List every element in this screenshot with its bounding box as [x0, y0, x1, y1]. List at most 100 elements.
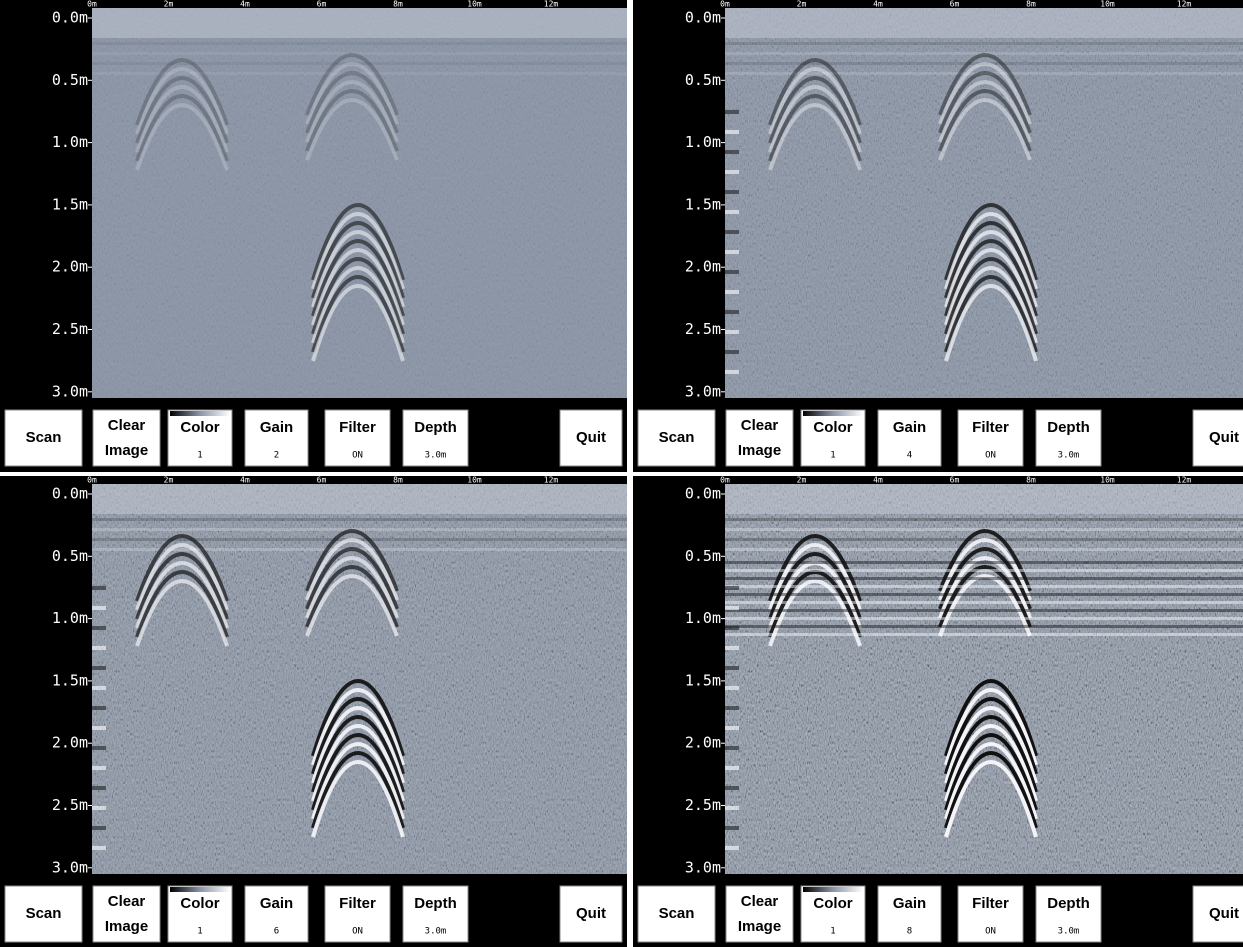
- button-value: ON: [352, 927, 363, 937]
- edge-mark: [725, 746, 739, 750]
- depth-label: 0.0m: [52, 9, 88, 27]
- depth-label: 2.0m: [685, 734, 721, 752]
- quit-button[interactable]: Quit: [560, 886, 622, 942]
- x-axis-label: 2m: [164, 0, 174, 9]
- clutter-band: [725, 577, 1243, 580]
- scan-button[interactable]: Scan: [5, 410, 82, 466]
- x-axis-label: 2m: [164, 476, 174, 485]
- x-axis-label: 6m: [950, 476, 960, 485]
- clutter-band: [725, 633, 1243, 636]
- button-label: Color: [180, 419, 219, 436]
- edge-mark: [725, 170, 739, 174]
- button-label: Scan: [26, 429, 62, 446]
- button-value: 1: [830, 927, 835, 937]
- scan-button[interactable]: Scan: [638, 886, 715, 942]
- button-value: 3.0m: [425, 451, 447, 461]
- filter-button[interactable]: Filter ON: [325, 886, 390, 942]
- x-axis-label: 10m: [1100, 476, 1115, 485]
- button-value: 4: [907, 451, 912, 461]
- button-label: Depth: [1047, 419, 1090, 436]
- filter-button[interactable]: Filter ON: [325, 410, 390, 466]
- scan-button[interactable]: Scan: [5, 886, 82, 942]
- depth-label: 2.5m: [685, 796, 721, 814]
- button-label: Filter: [339, 895, 376, 912]
- clutter-band: [725, 593, 1243, 596]
- button-label: Color: [180, 895, 219, 912]
- depth-label: 0.5m: [52, 71, 88, 89]
- edge-mark: [725, 686, 739, 690]
- button-value: ON: [352, 451, 363, 461]
- depth-label: 3.0m: [52, 382, 88, 400]
- edge-mark: [725, 706, 739, 710]
- clutter-band: [725, 585, 1243, 588]
- x-axis-label: 12m: [544, 0, 559, 9]
- x-axis-label: 12m: [1177, 476, 1192, 485]
- edge-mark: [92, 786, 106, 790]
- quit-button[interactable]: Quit: [1193, 410, 1243, 466]
- button-label: Scan: [659, 429, 695, 446]
- depth-label: 0.0m: [52, 485, 88, 503]
- button-label: Quit: [576, 429, 606, 446]
- depth-button[interactable]: Depth 3.0m: [1036, 410, 1101, 466]
- x-axis-label: 12m: [1177, 0, 1192, 9]
- depth-label: 1.0m: [52, 609, 88, 627]
- edge-mark: [725, 370, 739, 374]
- clutter-band: [725, 625, 1243, 628]
- edge-mark: [725, 150, 739, 154]
- button-label: Filter: [339, 419, 376, 436]
- clutter-band: [725, 569, 1243, 572]
- depth-label: 0.0m: [685, 485, 721, 503]
- color-button[interactable]: Color 1: [801, 886, 865, 942]
- radargram: [92, 484, 627, 874]
- edge-mark: [725, 270, 739, 274]
- button-value: 3.0m: [425, 927, 447, 937]
- depth-label: 2.5m: [685, 320, 721, 338]
- edge-mark: [725, 190, 739, 194]
- button-label: Clear: [108, 893, 146, 910]
- depth-label: 0.0m: [685, 9, 721, 27]
- button-label: Gain: [260, 419, 293, 436]
- edge-mark: [725, 806, 739, 810]
- x-axis-label: 6m: [317, 0, 327, 9]
- button-label: Image: [738, 442, 781, 459]
- depth-label: 3.0m: [685, 382, 721, 400]
- scan-button[interactable]: Scan: [638, 410, 715, 466]
- button-label: Quit: [1209, 429, 1239, 446]
- edge-mark: [92, 826, 106, 830]
- color-button[interactable]: Color 1: [168, 410, 232, 466]
- button-label: Filter: [972, 895, 1009, 912]
- radargram: [725, 484, 1243, 874]
- edge-mark: [92, 686, 106, 690]
- depth-label: 0.5m: [685, 547, 721, 565]
- button-label: Color: [813, 895, 852, 912]
- button-value: 3.0m: [1058, 451, 1080, 461]
- x-axis-label: 2m: [797, 0, 807, 9]
- depth-label: 0.5m: [52, 547, 88, 565]
- depth-label: 3.0m: [52, 858, 88, 876]
- button-value: 3.0m: [1058, 927, 1080, 937]
- edge-mark: [725, 290, 739, 294]
- surface-band: [92, 8, 627, 38]
- edge-mark: [725, 230, 739, 234]
- quit-button[interactable]: Quit: [560, 410, 622, 466]
- x-axis-label: 4m: [240, 0, 250, 9]
- depth-label: 0.5m: [685, 71, 721, 89]
- surface-band: [725, 42, 1243, 45]
- button-value: 1: [197, 451, 202, 461]
- quit-button[interactable]: Quit: [1193, 886, 1243, 942]
